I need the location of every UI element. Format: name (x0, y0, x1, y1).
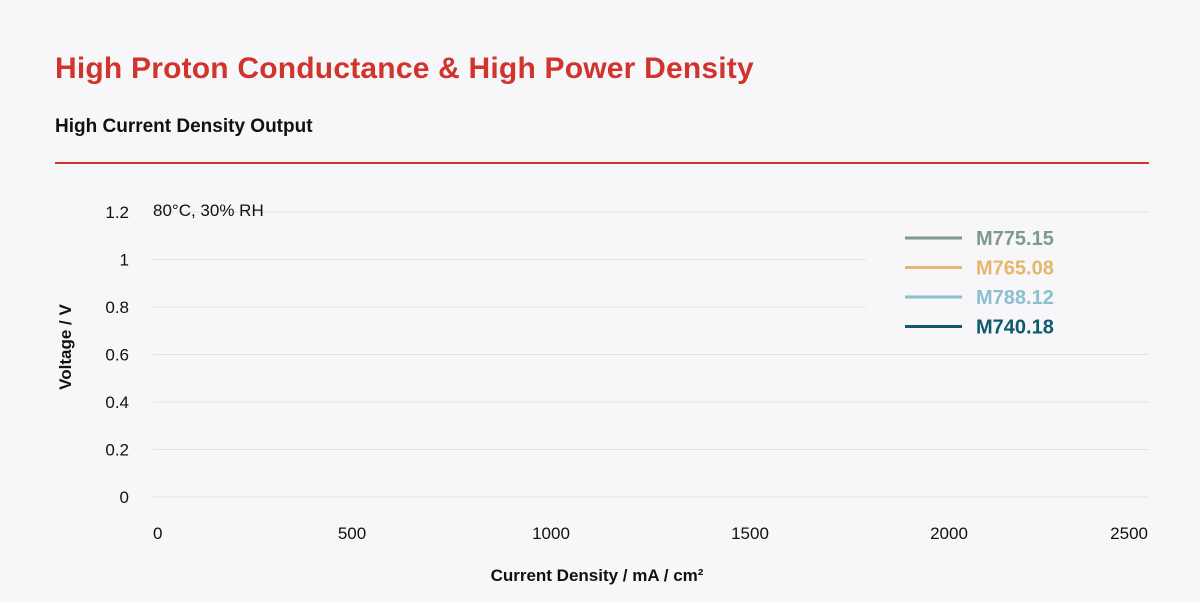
legend-label: M788.12 (976, 287, 1054, 309)
page-title: High Proton Conductance & High Power Den… (55, 52, 754, 85)
x-tick-label: 2500 (1110, 524, 1148, 543)
x-axis-label: Current Density / mA / cm² (491, 566, 704, 585)
page-subtitle: High Current Density Output (55, 116, 313, 137)
legend-label: M775.15 (976, 228, 1054, 250)
x-tick-labels: 0 500 1000 1500 2000 2500 (153, 524, 1148, 543)
x-tick-label: 0 (153, 524, 162, 543)
y-tick-labels: 0 0.2 0.4 0.6 0.8 1 1.2 (105, 203, 129, 507)
y-tick-label: 0.4 (105, 393, 129, 412)
x-tick-label: 2000 (930, 524, 968, 543)
legend-background (866, 220, 1148, 344)
y-tick-label: 0.8 (105, 298, 129, 317)
y-tick-label: 1 (120, 251, 129, 270)
y-axis-label: Voltage / V (56, 304, 75, 390)
y-tick-label: 1.2 (105, 203, 129, 222)
legend-label: M765.08 (976, 258, 1054, 280)
legend-label: M740.18 (976, 317, 1054, 339)
y-tick-label: 0.6 (105, 346, 129, 365)
x-tick-label: 1000 (532, 524, 570, 543)
x-tick-label: 1500 (731, 524, 769, 543)
y-tick-label: 0 (120, 488, 129, 507)
title-divider (55, 162, 1149, 164)
y-tick-label: 0.2 (105, 441, 129, 460)
x-tick-label: 500 (338, 524, 366, 543)
legend: M775.15 M765.08 M788.12 M740.18 (866, 220, 1148, 344)
chart-annotation: 80°C, 30% RH (153, 201, 264, 220)
